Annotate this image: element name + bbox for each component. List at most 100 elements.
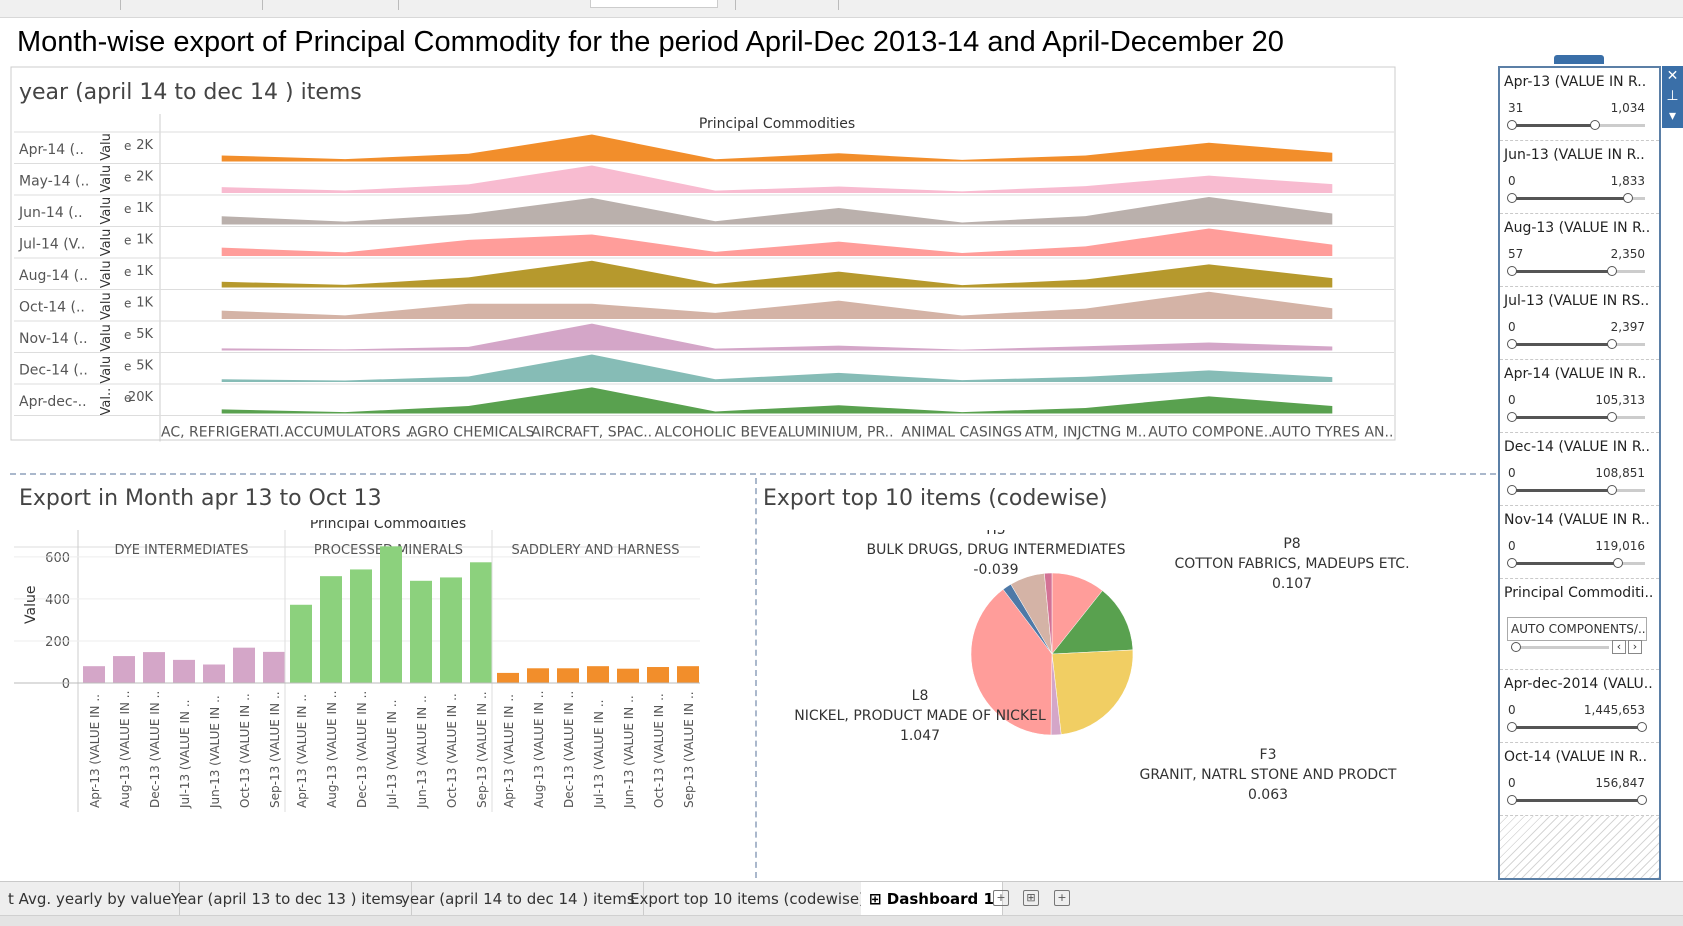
filter-slider-track[interactable] bbox=[1507, 558, 1645, 568]
filter-slider-track[interactable] bbox=[1507, 722, 1648, 732]
pie-label-code: L8 bbox=[912, 688, 929, 704]
bar bbox=[203, 664, 225, 683]
filter-title[interactable]: Aug-13 (VALUE IN R.. bbox=[1504, 220, 1651, 236]
pie-chart[interactable]: H5 BULK DRUGS, DRUG INTERMEDIATES -0.039 P8… bbox=[760, 530, 1496, 880]
pie-chart-title: Export top 10 items (codewise) bbox=[763, 486, 1108, 511]
range-filter: Jun-13 (VALUE IN R.. 0 1,833 bbox=[1500, 141, 1659, 214]
filter-slider-max-handle[interactable] bbox=[1613, 558, 1624, 568]
range-filter: Apr-14 (VALUE IN R.. 0 105,313 bbox=[1500, 360, 1659, 433]
area-axis-label: Val.. Valu Valu Valu Valu Valu Valu Valu… bbox=[99, 133, 114, 415]
bar bbox=[173, 659, 195, 683]
new-sheet-icon[interactable]: + bbox=[993, 890, 1009, 906]
filter-title[interactable]: Apr-14 (VALUE IN R.. bbox=[1504, 366, 1647, 382]
filter-slider-min-handle[interactable] bbox=[1507, 558, 1517, 568]
filter-slider-track[interactable] bbox=[1507, 485, 1645, 495]
bar-chart[interactable]: Principal Commodities 0 200 400 600 Value DYE … bbox=[0, 520, 752, 880]
area-x-tick-label: ANIMAL CASINGS bbox=[901, 425, 1022, 441]
bar-x-tick-label: Jun-13 (VALUE IN .. bbox=[208, 695, 222, 809]
pie-label-value: -0.039 bbox=[973, 562, 1018, 578]
filter-slider-max-handle[interactable] bbox=[1637, 795, 1648, 805]
filter-slider-max-handle[interactable] bbox=[1606, 412, 1617, 422]
tab-year-14[interactable]: year (april 14 to dec 14 ) items bbox=[393, 882, 644, 916]
filter-slider-max-handle[interactable] bbox=[1606, 339, 1617, 349]
pin-icon[interactable]: ⊥ bbox=[1666, 88, 1679, 104]
area-row-label: Apr-dec-.. bbox=[19, 394, 87, 410]
next-arrow-icon[interactable]: › bbox=[1628, 640, 1642, 654]
commodity-slider-handle[interactable] bbox=[1511, 642, 1521, 652]
bar bbox=[263, 651, 285, 683]
bar bbox=[380, 546, 402, 683]
toolbar-separator bbox=[398, 0, 399, 10]
filter-slider-fill bbox=[1511, 343, 1612, 346]
status-bar bbox=[0, 915, 1683, 926]
filter-title[interactable]: Jun-13 (VALUE IN R.. bbox=[1504, 147, 1645, 163]
area-row-axis-letter: e bbox=[124, 139, 131, 153]
filter-max-value: 108,851 bbox=[1595, 466, 1645, 480]
tab-year-13[interactable]: Year (april 13 to dec 13 ) items bbox=[163, 882, 412, 916]
filter-slider-track[interactable] bbox=[1507, 339, 1645, 349]
area-chart-header: Principal Commodities bbox=[699, 116, 855, 132]
filter-slider-min-handle[interactable] bbox=[1507, 485, 1517, 495]
filter-slider-min-handle[interactable] bbox=[1507, 193, 1517, 203]
filter-min-value: 57 bbox=[1508, 247, 1524, 261]
bar-y-tick: 400 bbox=[45, 593, 70, 608]
area-series bbox=[221, 354, 1333, 382]
filter-slider-min-handle[interactable] bbox=[1507, 120, 1517, 130]
filter-slider-max-handle[interactable] bbox=[1590, 120, 1601, 130]
filter-slider-track[interactable] bbox=[1507, 193, 1645, 203]
bar-x-tick-label: Dec-13 (VALUE IN .. bbox=[355, 691, 369, 808]
bar bbox=[470, 562, 492, 683]
filter-title[interactable]: Dec-14 (VALUE IN R.. bbox=[1504, 439, 1650, 455]
filter-panel-controls[interactable]: ✕ ⊥ ▾ bbox=[1662, 66, 1683, 128]
pie-slice bbox=[970, 589, 1053, 736]
area-series bbox=[221, 165, 1333, 193]
filter-slider-track[interactable] bbox=[1507, 120, 1645, 130]
bar-x-tick-label: Apr-13 (VALUE IN .. bbox=[295, 694, 309, 808]
area-row-label: Jun-14 (.. bbox=[18, 205, 83, 221]
commodity-dropdown[interactable]: AUTO COMPONENTS/... bbox=[1507, 617, 1647, 641]
tab-avg-yearly[interactable]: t Avg. yearly by value bbox=[0, 882, 181, 916]
filter-title[interactable]: Oct-14 (VALUE IN R.. bbox=[1504, 749, 1648, 765]
area-row-axis-letter: e bbox=[124, 234, 131, 248]
filter-title[interactable]: Apr-dec-2014 (VALU.. bbox=[1504, 676, 1653, 692]
new-dashboard-icon[interactable]: ⊞ bbox=[1023, 890, 1039, 906]
filter-title[interactable]: Principal Commoditi.. bbox=[1504, 585, 1654, 601]
filter-slider-track[interactable] bbox=[1507, 795, 1648, 805]
bar-x-tick-label: Oct-13 (VALUE IN .. bbox=[238, 693, 252, 808]
pie-label-value: 0.107 bbox=[1272, 576, 1312, 592]
area-row-tick: 5K bbox=[136, 327, 153, 342]
filter-slider-max-handle[interactable] bbox=[1606, 485, 1617, 495]
area-row-tick: 2K bbox=[136, 170, 153, 185]
tab-export-top10[interactable]: Export top 10 items (codewise) bbox=[622, 882, 874, 916]
filter-title[interactable]: Apr-13 (VALUE IN R.. bbox=[1504, 74, 1647, 90]
area-x-tick-label: ALCOHOLIC BEVE.. bbox=[655, 425, 787, 441]
area-chart[interactable]: Principal Commodities Val.. Valu Valu Val… bbox=[10, 66, 1496, 473]
pie-label-code: P8 bbox=[1283, 536, 1300, 552]
filter-slider-max-handle[interactable] bbox=[1622, 193, 1633, 203]
filter-slider-max-handle[interactable] bbox=[1637, 722, 1648, 732]
filter-slider-min-handle[interactable] bbox=[1507, 722, 1517, 732]
filter-slider-track[interactable] bbox=[1507, 266, 1645, 276]
bar bbox=[83, 666, 105, 683]
prev-arrow-icon[interactable]: ‹ bbox=[1612, 640, 1626, 654]
toolbar-search-box[interactable] bbox=[590, 0, 718, 8]
filter-slider-max-handle[interactable] bbox=[1606, 266, 1617, 276]
filter-max-value: 2,350 bbox=[1610, 247, 1645, 261]
filter-slider-fill bbox=[1511, 562, 1619, 565]
dropdown-arrow-icon[interactable]: ▾ bbox=[1668, 108, 1677, 124]
filter-slider-min-handle[interactable] bbox=[1507, 266, 1517, 276]
filter-slider-min-handle[interactable] bbox=[1507, 339, 1517, 349]
filter-title[interactable]: Jul-13 (VALUE IN RS.. bbox=[1504, 293, 1650, 309]
close-icon[interactable]: ✕ bbox=[1666, 68, 1679, 84]
filter-slider-track[interactable] bbox=[1507, 412, 1645, 422]
filter-max-value: 1,034 bbox=[1610, 101, 1645, 115]
empty-container-area bbox=[1500, 816, 1659, 878]
pie-label-code: H5 bbox=[986, 530, 1005, 538]
container-grip[interactable] bbox=[1554, 55, 1604, 64]
commodity-slider-track[interactable] bbox=[1511, 642, 1609, 652]
filter-slider-min-handle[interactable] bbox=[1507, 795, 1517, 805]
filter-title[interactable]: Nov-14 (VALUE IN R.. bbox=[1504, 512, 1650, 528]
new-story-icon[interactable]: + bbox=[1054, 890, 1070, 906]
filter-slider-min-handle[interactable] bbox=[1507, 412, 1517, 422]
tab-dashboard-1[interactable]: ⊞ Dashboard 1 bbox=[861, 882, 1003, 916]
